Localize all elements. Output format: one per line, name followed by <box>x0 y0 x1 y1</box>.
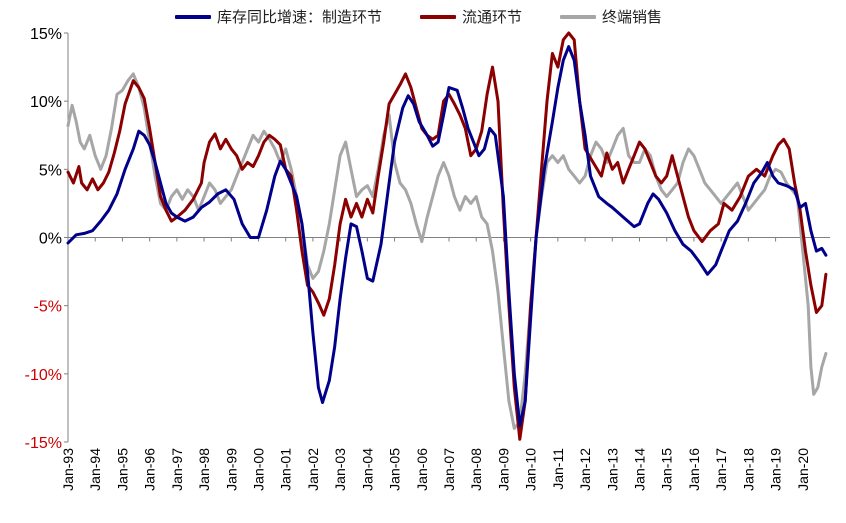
y-tick-label: 10% <box>30 94 62 111</box>
series-line-manufacturing <box>66 45 828 428</box>
legend-swatch-manufacturing <box>175 14 211 19</box>
series-line-retail <box>66 72 828 430</box>
x-tick-label: Jan-03 <box>332 448 348 491</box>
series-line-circulation <box>66 31 828 441</box>
x-tick-label: Jan-93 <box>60 448 76 491</box>
y-tick-label: 15% <box>30 26 62 43</box>
x-tick-label: Jan-14 <box>632 448 648 491</box>
x-tick-label: Jan-17 <box>713 448 729 491</box>
y-tick-label: -15% <box>25 435 62 452</box>
x-tick-label: Jan-13 <box>604 448 620 491</box>
x-tick-label: Jan-99 <box>223 448 239 491</box>
legend-item-circulation: 流通环节 <box>420 6 522 27</box>
legend: 库存同比增速：制造环节 流通环节 终端销售 <box>175 6 700 27</box>
x-tick-label: Jan-98 <box>196 448 212 491</box>
x-tick-label: Jan-18 <box>740 448 756 491</box>
x-tick-label: Jan-95 <box>114 448 130 491</box>
x-tick-label: Jan-10 <box>523 448 539 491</box>
x-tick-label: Jan-07 <box>441 448 457 491</box>
x-tick-label: Jan-16 <box>686 448 702 491</box>
x-tick-label: Jan-00 <box>251 448 267 491</box>
x-tick-label: Jan-05 <box>387 448 403 491</box>
legend-swatch-circulation <box>420 14 457 19</box>
legend-label-retail: 终端销售 <box>602 8 663 26</box>
x-tick-label: Jan-02 <box>305 448 321 491</box>
x-tick-label: Jan-01 <box>278 448 294 491</box>
x-tick-label: Jan-12 <box>577 448 593 491</box>
legend-item-manufacturing: 库存同比增速：制造环节 <box>175 6 382 27</box>
legend-label-circulation: 流通环节 <box>462 8 523 26</box>
x-tick-label: Jan-11 <box>550 448 566 490</box>
x-tick-label: Jan-19 <box>768 448 784 491</box>
legend-item-retail: 终端销售 <box>560 6 662 27</box>
x-tick-label: Jan-96 <box>142 448 158 491</box>
legend-swatch-retail <box>560 14 597 19</box>
y-tick-label: 5% <box>39 162 62 179</box>
legend-label-manufacturing: 库存同比增速：制造环节 <box>217 8 383 26</box>
x-tick-label: Jan-04 <box>359 448 375 491</box>
x-tick-label: Jan-94 <box>87 448 103 491</box>
y-tick-label: -10% <box>25 367 62 384</box>
y-tick-label: -5% <box>34 299 62 316</box>
y-tick-label: 0% <box>39 231 62 248</box>
x-tick-label: Jan-06 <box>414 448 430 491</box>
x-tick-label: Jan-15 <box>659 448 675 491</box>
x-tick-label: Jan-08 <box>468 448 484 491</box>
x-tick-label: Jan-20 <box>795 448 811 491</box>
x-tick-label: Jan-97 <box>169 448 185 491</box>
x-tick-label: Jan-09 <box>495 448 511 491</box>
